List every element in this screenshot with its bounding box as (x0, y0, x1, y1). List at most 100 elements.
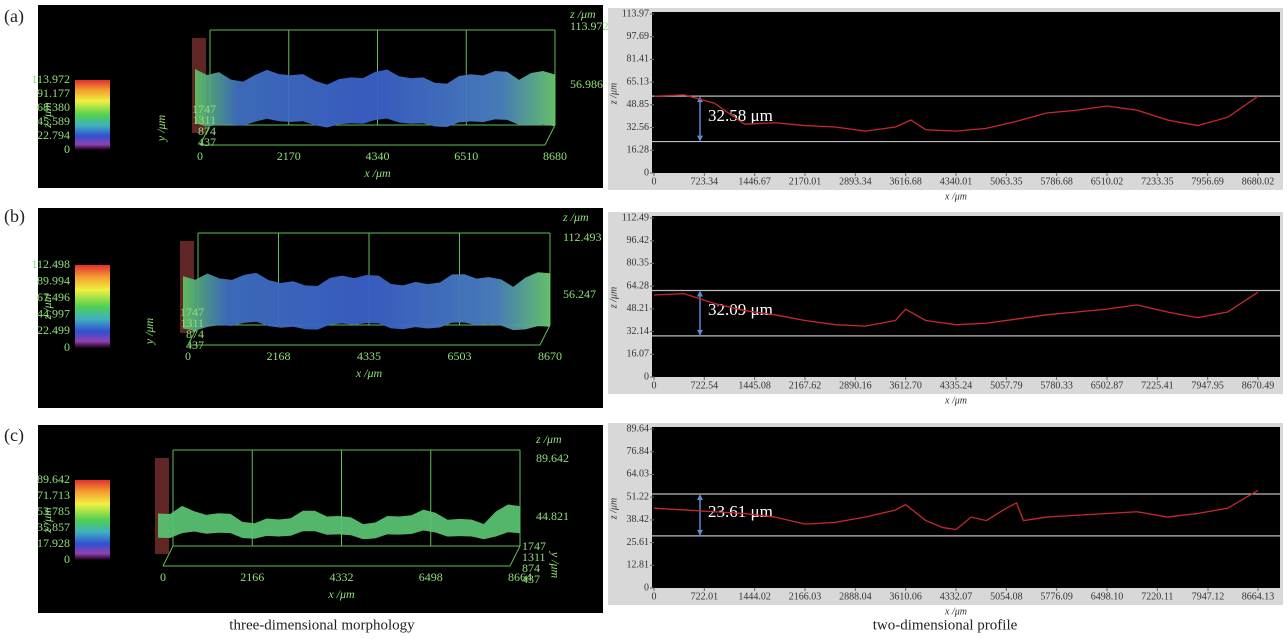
colorbar-tick: 0 (64, 552, 70, 566)
x-tick-label: 0 (652, 380, 657, 391)
x-tick-label: 6510.02 (1091, 176, 1124, 187)
colorbar-tick: 89.994 (37, 273, 70, 287)
y-tick-label: 12.81 (627, 560, 650, 571)
x-tick-label: 7220.11 (1141, 591, 1173, 602)
z-tick: 56.986 (570, 77, 603, 91)
x-tick-label: 0 (652, 591, 657, 602)
panel-label: (b) (4, 206, 25, 227)
y-tick-label: 32.14 (627, 326, 650, 337)
y-tick-label: 16.28 (627, 145, 650, 156)
y-tick-label: 80.35 (627, 258, 650, 269)
y-label: z /μm (608, 498, 619, 520)
x-tick-label: 6502.87 (1091, 380, 1124, 391)
y-tick-label: 64.03 (627, 469, 650, 480)
colorbar-tick: 112.498 (31, 257, 70, 271)
y-tick: 437 (522, 572, 540, 586)
x-tick-label: 2167.62 (789, 380, 822, 391)
x-tick-label: 2893.34 (839, 176, 872, 187)
x-tick-label: 4335.24 (940, 380, 973, 391)
caption: two-dimensional profile (873, 617, 1018, 633)
x-tick-label: 1445.08 (738, 380, 771, 391)
y-tick-label: 0 (644, 167, 649, 178)
x-tick: 4340 (366, 149, 390, 163)
colorbar-tick: 0 (64, 340, 70, 354)
x-tick-label: 723.34 (691, 176, 719, 187)
colorbar-tick: 71.713 (37, 488, 70, 502)
x-label: x /μm (944, 606, 967, 617)
y-tick-label: 96.42 (627, 235, 650, 246)
colorbar-tick: 89.642 (37, 472, 70, 486)
x-tick-label: 7947.95 (1191, 380, 1224, 391)
y-tick-label: 48.85 (627, 99, 650, 110)
x-tick: 8680 (543, 149, 567, 163)
x-tick-label: 5780.33 (1040, 380, 1073, 391)
y-tick-label: 0 (644, 582, 649, 593)
y-tick-label: 76.84 (627, 446, 650, 457)
x-tick-label: 8664.13 (1242, 591, 1275, 602)
y-tick-label: 32.56 (627, 122, 650, 133)
colorbar-tick: 0 (64, 142, 70, 156)
x-tick: 6498 (419, 570, 443, 584)
x-tick: 8670 (538, 349, 562, 363)
colorbar-tick: 113.972 (31, 72, 70, 86)
z-tick: 113.972 (570, 19, 609, 33)
figure: three-dimensional morphology two-dimensi… (0, 0, 1288, 639)
y-tick-label: 38.42 (627, 514, 650, 525)
x-tick-label: 1444.02 (738, 591, 771, 602)
x-tick: 0 (197, 149, 203, 163)
colorbar-label: z /μm (40, 507, 54, 534)
surface (183, 272, 550, 330)
x-tick: 0 (160, 570, 166, 584)
colorbar (75, 265, 110, 348)
y-tick-label: 113.97 (622, 8, 649, 19)
panel-label: (c) (4, 425, 24, 446)
z-tick: 112.493 (563, 230, 602, 244)
z-tick: 56.247 (563, 287, 596, 301)
x-tick-label: 7225.41 (1141, 380, 1174, 391)
x-tick-label: 1446.67 (738, 176, 771, 187)
x-tick-label: 7947.12 (1192, 591, 1225, 602)
y-label: z /μm (608, 287, 619, 309)
y-tick-label: 51.22 (627, 491, 650, 502)
x-tick-label: 6498.10 (1091, 591, 1124, 602)
x-tick-label: 7233.35 (1141, 176, 1174, 187)
y-tick-label: 89.64 (627, 423, 650, 434)
y-tick-label: 65.13 (627, 76, 650, 87)
colorbar (75, 80, 110, 150)
y-tick-label: 16.07 (627, 349, 650, 360)
y-tick-label: 97.69 (627, 31, 650, 42)
x-tick: 6503 (448, 349, 472, 363)
x-tick-label: 5776.09 (1040, 591, 1073, 602)
x-tick: 6510 (454, 149, 478, 163)
y-tick-label: 112.49 (622, 212, 649, 223)
x-tick-label: 5786.68 (1040, 176, 1073, 187)
z-tick: 44.821 (536, 509, 569, 523)
y-tick-label: 0 (644, 371, 649, 382)
z-label: z /μm (562, 210, 589, 224)
x-tick-label: 2888.04 (839, 591, 872, 602)
y-label: y /μm (142, 317, 156, 345)
colorbar-label: z /μm (40, 293, 54, 320)
y-tick-label: 64.28 (627, 280, 650, 291)
plot-area (652, 12, 1280, 173)
colorbar (75, 480, 110, 560)
colorbar-tick: 22.499 (37, 323, 70, 337)
x-tick-label: 3612.70 (889, 380, 922, 391)
x-label: x /μm (327, 587, 355, 601)
x-tick-label: 3616.68 (889, 176, 922, 187)
x-tick-label: 8680.02 (1242, 176, 1275, 187)
colorbar-label: z /μm (40, 102, 54, 129)
x-label: x /μm (944, 395, 967, 406)
y-tick-label: 81.41 (627, 54, 650, 65)
colorbar-tick: 91.177 (37, 86, 70, 100)
x-tick-label: 7956.69 (1191, 176, 1224, 187)
x-tick: 2166 (240, 570, 264, 584)
z-label: z /μm (535, 432, 562, 446)
x-tick-label: 5057.79 (990, 380, 1023, 391)
x-tick: 2168 (267, 349, 291, 363)
x-tick-label: 5063.35 (990, 176, 1023, 187)
x-tick-label: 8670.49 (1242, 380, 1275, 391)
x-tick-label: 722.01 (691, 591, 719, 602)
x-tick-label: 5054.08 (990, 591, 1023, 602)
plot-area (652, 216, 1280, 377)
